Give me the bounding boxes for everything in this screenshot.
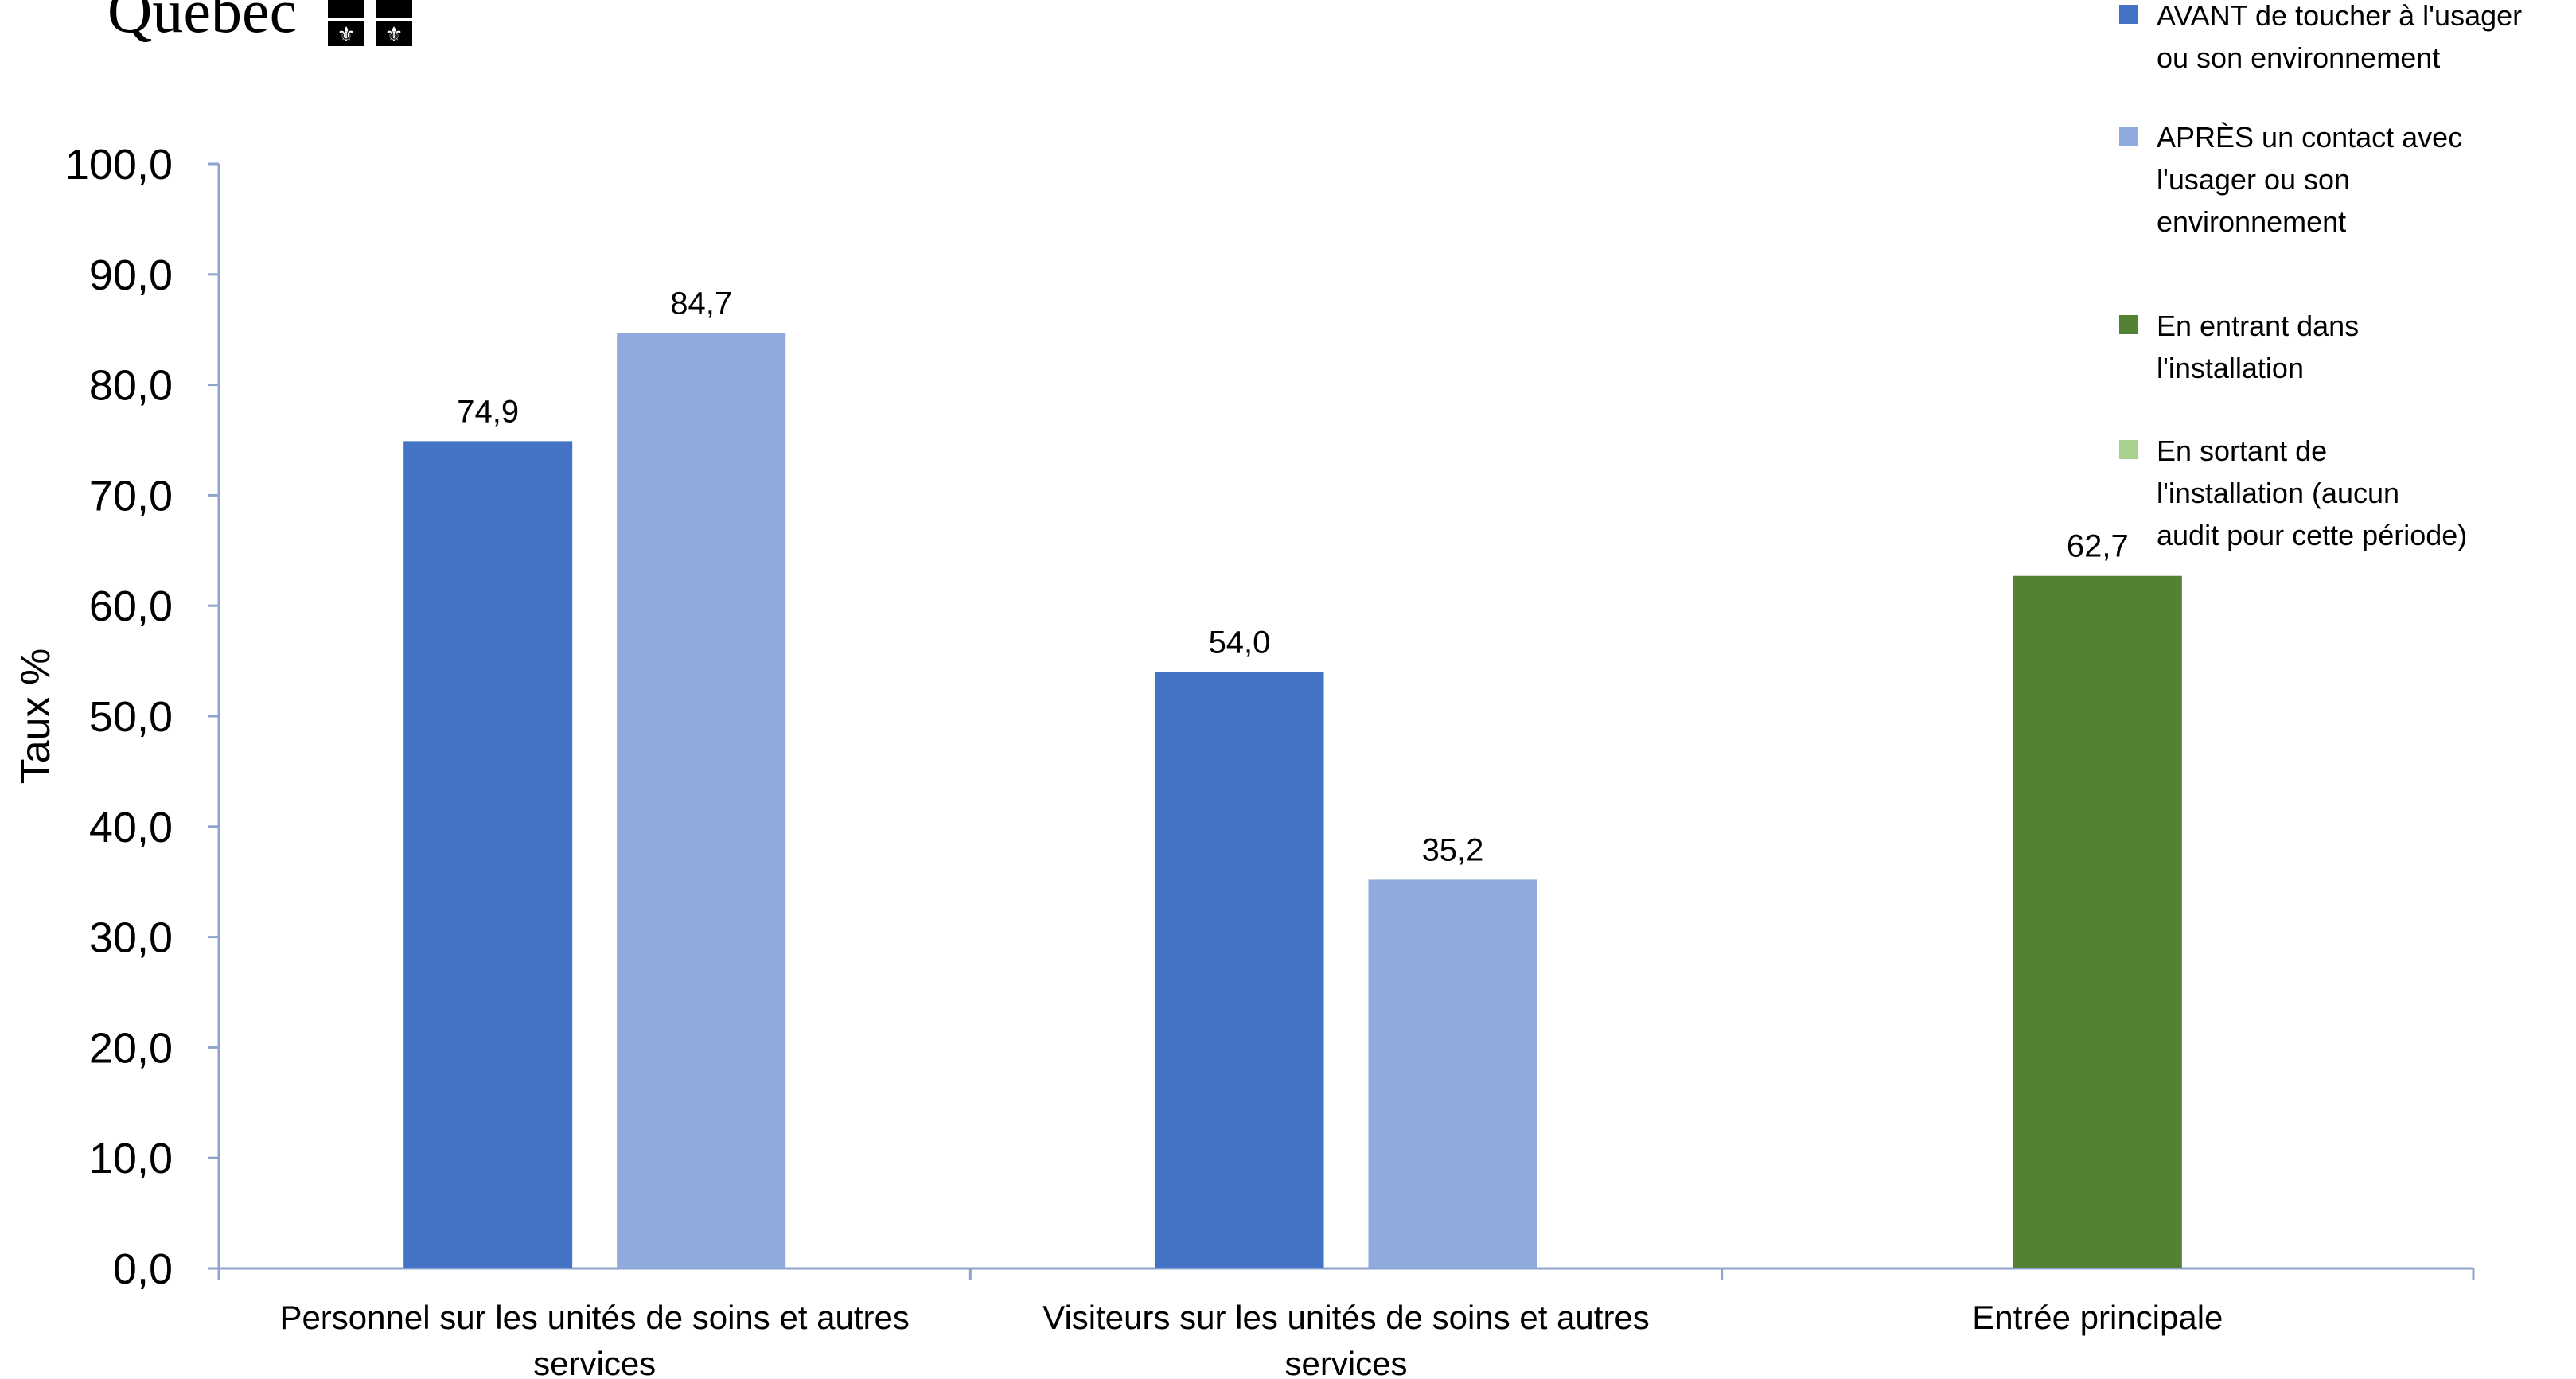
y-tick-label: 70,0: [89, 472, 173, 520]
legend-swatch: [2119, 127, 2138, 146]
legend-label: AVANT de toucher à l'usager: [2157, 0, 2522, 32]
data-label: 74,9: [457, 394, 519, 429]
y-axis-title: Taux %: [13, 649, 59, 785]
y-tick-label: 80,0: [89, 362, 173, 410]
data-label: 35,2: [1422, 832, 1484, 867]
bar: [617, 333, 786, 1268]
quebec-flag-icon: ⚜ ⚜: [328, 0, 412, 47]
y-tick-label: 90,0: [89, 251, 173, 299]
y-tick-label: 10,0: [89, 1135, 173, 1182]
logo-text: Québec: [107, 0, 297, 45]
bar: [1368, 879, 1537, 1268]
y-tick-label: 100,0: [65, 141, 173, 189]
y-tick-label: 20,0: [89, 1024, 173, 1072]
y-tick-label: 40,0: [89, 804, 173, 851]
x-category-label: Visiteurs sur les unités de soins et aut…: [1042, 1299, 1650, 1336]
bar: [2013, 575, 2182, 1268]
x-category-label: services: [533, 1345, 656, 1379]
y-tick-label: 60,0: [89, 582, 173, 630]
legend-label: environnement: [2157, 205, 2346, 238]
y-tick-label: 0,0: [113, 1245, 173, 1293]
x-category-label: services: [1284, 1345, 1407, 1379]
legend-label: l'usager ou son: [2157, 163, 2350, 196]
svg-text:⚜: ⚜: [384, 23, 403, 47]
quebec-logo: Québec ⚜ ⚜: [107, 0, 412, 47]
bars: 74,9 84,7 54,0 35,2 62,7: [403, 286, 2182, 1269]
x-category-label: Entrée principale: [1972, 1299, 2223, 1336]
axes: 0,0 10,0 20,0 30,0 40,0 50,0 60,0 70,0 80,0 90,0 1…: [13, 141, 2475, 1379]
x-category-label: Personnel sur les unités de soins et aut…: [279, 1299, 909, 1336]
data-label: 54,0: [1209, 625, 1271, 660]
legend-label: En entrant dans: [2157, 310, 2359, 342]
y-tick-label: 30,0: [89, 914, 173, 962]
legend-label: APRÈS un contact avec: [2157, 121, 2462, 154]
svg-text:⚜: ⚜: [337, 23, 355, 47]
bar: [403, 441, 573, 1269]
legend: AVANT de toucher à l'usager ou son enviro…: [2119, 0, 2522, 551]
legend-swatch: [2119, 440, 2138, 459]
legend-label: l'installation: [2157, 352, 2304, 384]
data-label: 62,7: [2067, 529, 2129, 564]
legend-swatch: [2119, 5, 2138, 24]
legend-label: l'installation (aucun: [2157, 477, 2399, 509]
legend-label: ou son environnement: [2157, 41, 2440, 74]
y-tick-label: 50,0: [89, 693, 173, 741]
legend-label: En sortant de: [2157, 434, 2327, 467]
legend-label: audit pour cette période): [2157, 519, 2467, 551]
legend-swatch: [2119, 315, 2138, 334]
data-label: 84,7: [670, 286, 732, 321]
bar: [1155, 672, 1324, 1268]
